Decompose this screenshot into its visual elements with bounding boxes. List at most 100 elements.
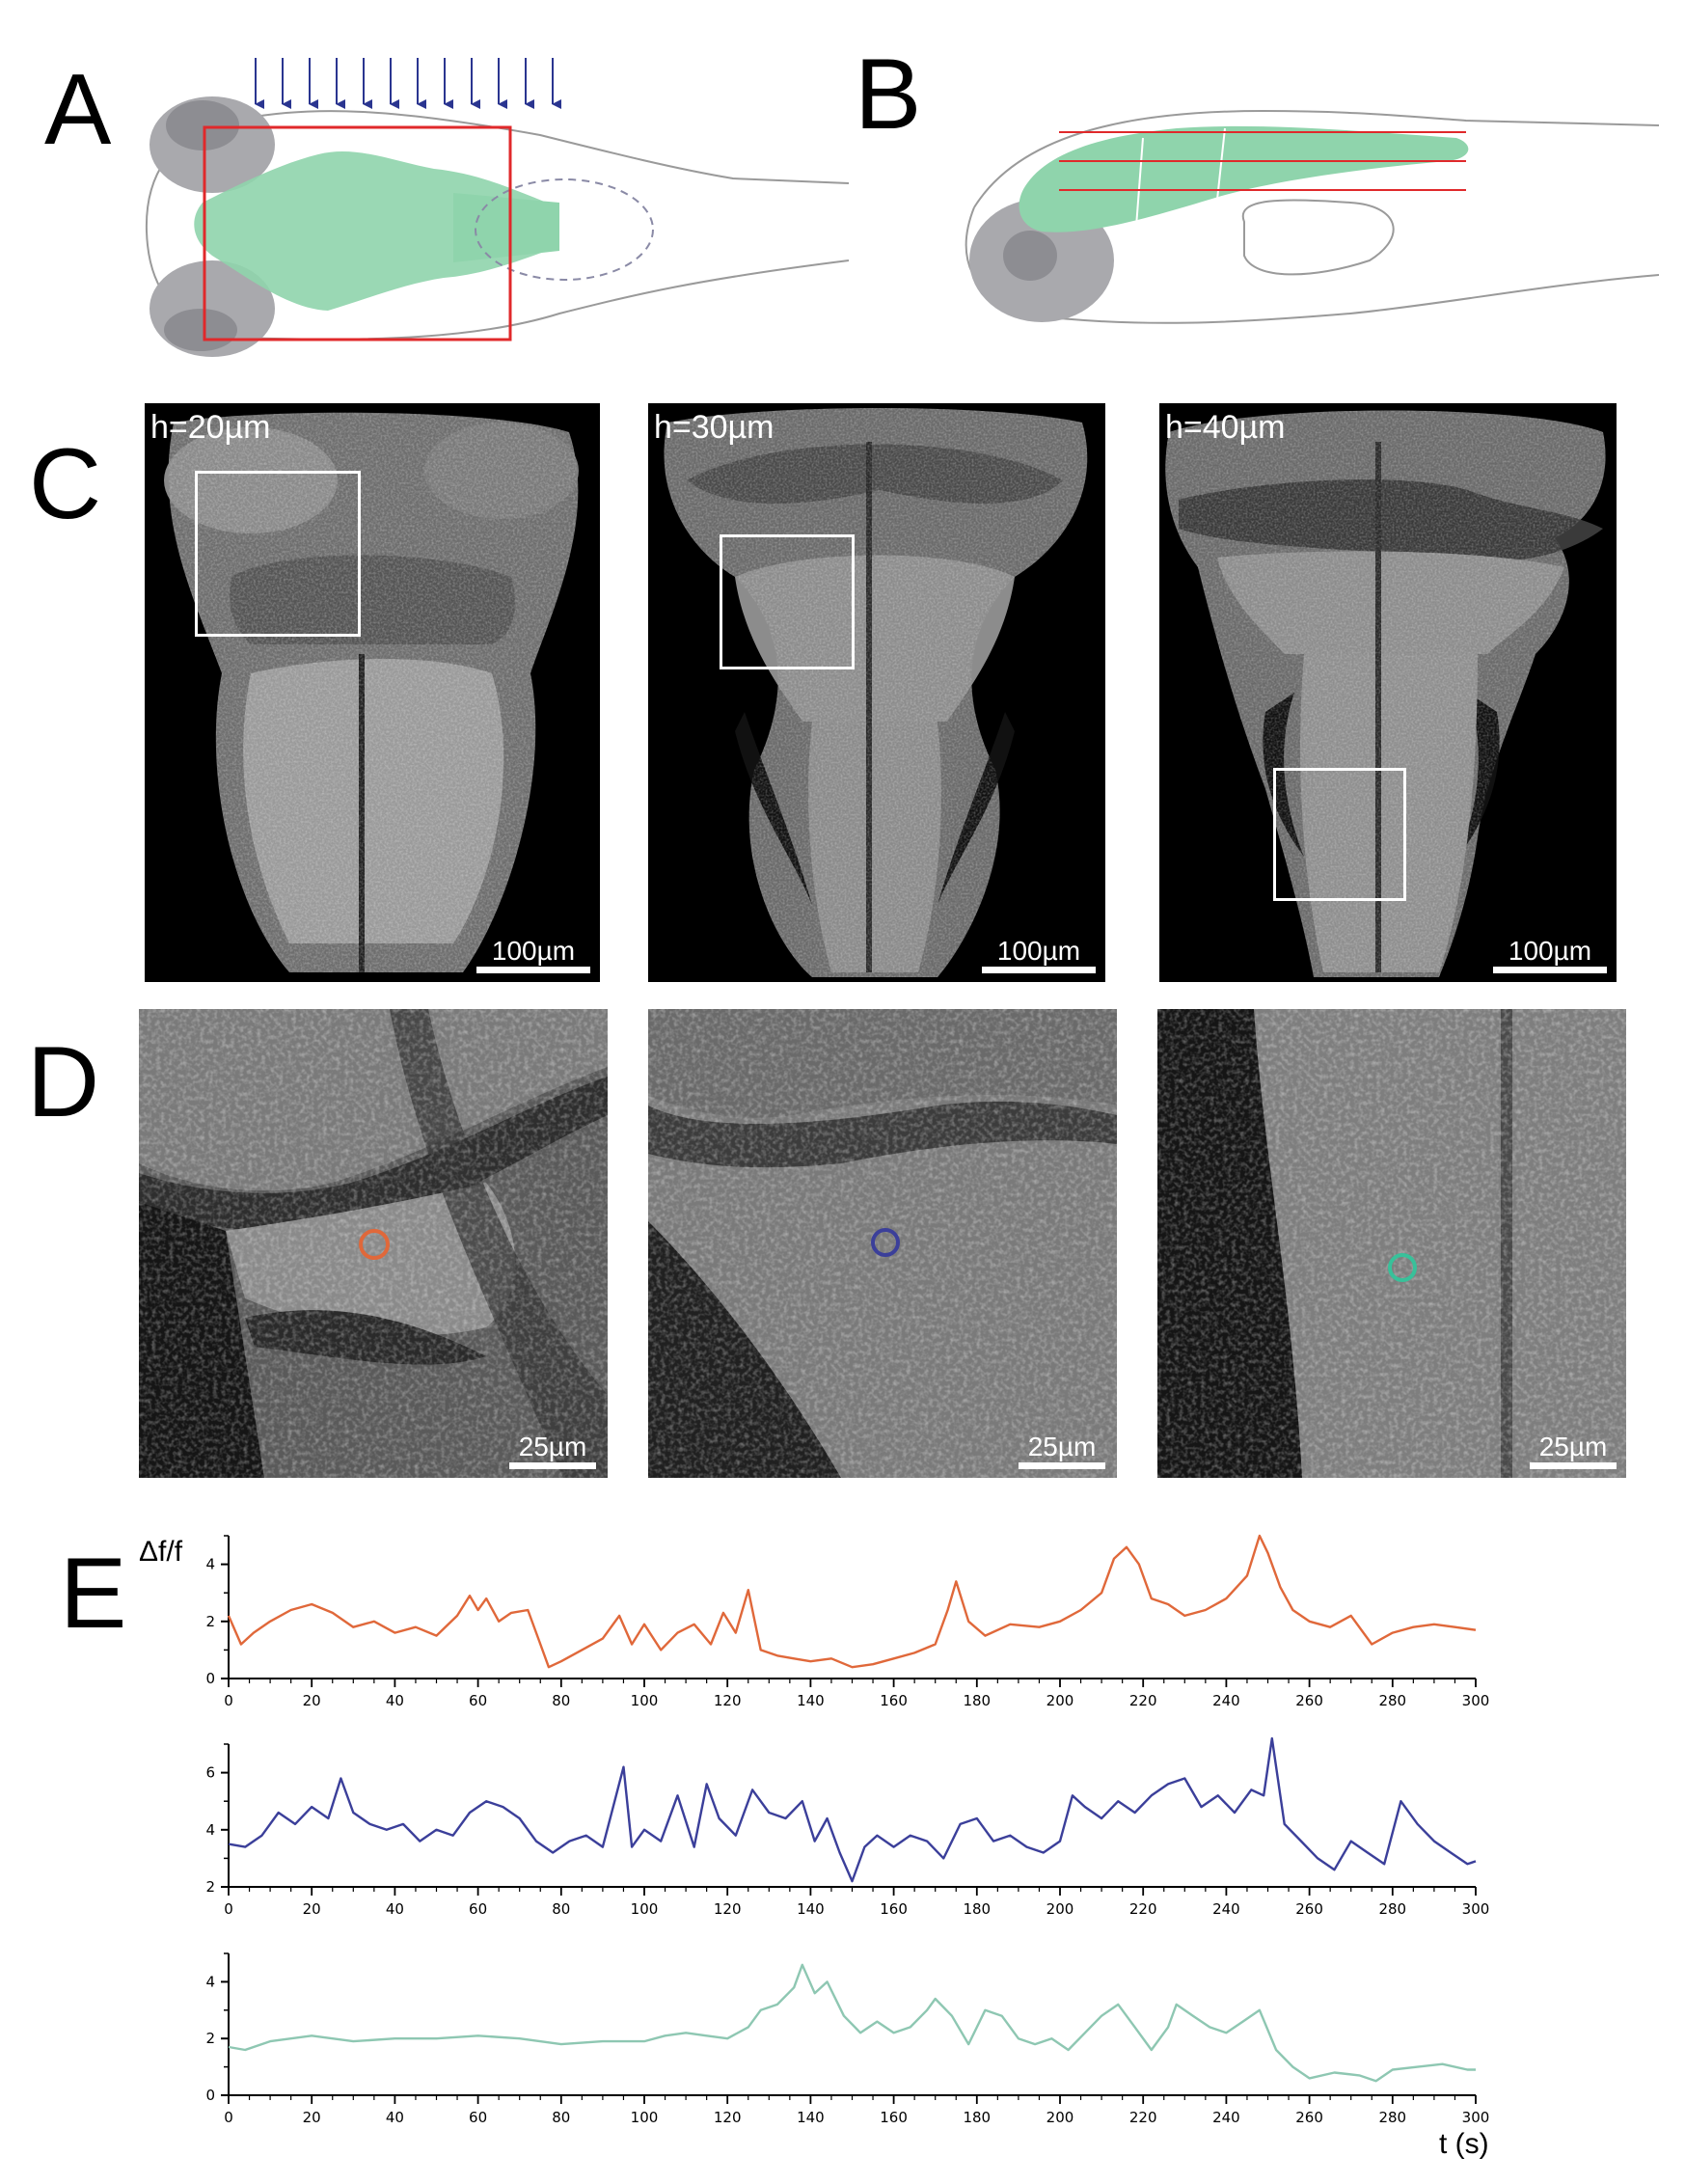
x-tick-label: 220 [1129, 1692, 1157, 1709]
scale-bar-label: 25µm [1538, 1432, 1608, 1461]
roi-marker [1388, 1253, 1417, 1282]
scale-bar-label: 100µm [491, 936, 576, 966]
x-tick-label: 180 [963, 1900, 991, 1918]
x-tick-label: 280 [1378, 1900, 1406, 1918]
x-tick-label: 200 [1046, 1900, 1074, 1918]
slice-image-h20: h=20µm 100µm [145, 403, 600, 982]
panel-label-a: A [44, 54, 112, 166]
x-tick-label: 120 [714, 1692, 742, 1709]
x-tick-label: 100 [631, 2109, 659, 2126]
x-tick-label: 120 [714, 1900, 742, 1918]
x-tick-label: 0 [224, 1900, 233, 1918]
scale-bar: 25µm [1530, 1433, 1617, 1469]
y-tick-label: 0 [205, 2087, 215, 2104]
roi-marker [359, 1229, 390, 1260]
x-tick-label: 240 [1212, 1900, 1240, 1918]
x-tick-label: 100 [631, 1692, 659, 1709]
roi-marker [871, 1228, 900, 1257]
x-tick-label: 60 [469, 1692, 487, 1709]
x-tick-label: 0 [224, 1692, 233, 1709]
scale-bar: 25µm [509, 1433, 596, 1469]
zoom-image-2: 25µm [648, 1009, 1117, 1478]
zoom-image-1: 25µm [139, 1009, 608, 1478]
x-tick-label: 60 [469, 1900, 487, 1918]
height-label: h=30µm [654, 409, 775, 446]
zoom-image-3: 25µm [1157, 1009, 1626, 1478]
scale-bar-label: 25µm [1027, 1432, 1097, 1461]
roi-box [1273, 768, 1406, 901]
x-tick-label: 300 [1462, 1692, 1490, 1709]
x-tick-label: 120 [714, 2109, 742, 2126]
height-label: h=20µm [150, 409, 271, 446]
scale-bar: 25µm [1019, 1433, 1105, 1469]
x-tick-label: 140 [797, 1900, 825, 1918]
x-tick-label: 20 [303, 2109, 321, 2126]
y-tick-label: 4 [205, 1973, 215, 1990]
y-tick-label: 2 [205, 1613, 215, 1630]
y-tick-label: 2 [205, 1878, 215, 1896]
x-tick-label: 20 [303, 1692, 321, 1709]
x-tick-label: 160 [880, 2109, 908, 2126]
scale-bar-label: 25µm [518, 1432, 587, 1461]
panel-label-d: D [27, 1026, 100, 1138]
x-axis-label: t (s) [1439, 2128, 1489, 2160]
x-tick-label: 20 [303, 1900, 321, 1918]
x-tick-label: 200 [1046, 2109, 1074, 2126]
x-tick-label: 180 [963, 2109, 991, 2126]
trace-line-1 [227, 1534, 1477, 1669]
roi-box [720, 534, 855, 669]
x-tick-label: 60 [469, 2109, 487, 2126]
x-tick-label: 0 [224, 2109, 233, 2126]
y-tick-label: 6 [205, 1764, 215, 1782]
roi-box [195, 471, 361, 637]
x-tick-label: 260 [1295, 1692, 1323, 1709]
x-tick-label: 40 [386, 2109, 404, 2126]
x-tick-label: 240 [1212, 2109, 1240, 2126]
scale-bar: 100µm [1493, 938, 1607, 973]
trace-line-2 [228, 1736, 1477, 1883]
x-tick-label: 200 [1046, 1692, 1074, 1709]
panel-label-e: E [60, 1538, 127, 1650]
panel-label-c: C [29, 428, 102, 540]
panel-label-b: B [855, 39, 922, 150]
scale-bar: 100µm [982, 938, 1096, 973]
y-tick-label: 4 [205, 1821, 215, 1839]
scale-bar-label: 100µm [996, 936, 1081, 966]
x-tick-label: 80 [552, 1900, 570, 1918]
y-tick-label: 0 [205, 1670, 215, 1687]
brain-lateral [1019, 125, 1469, 232]
slice-image-h40: h=40µm 100µm [1159, 403, 1617, 982]
x-tick-label: 140 [797, 1692, 825, 1709]
x-tick-label: 40 [386, 1692, 404, 1709]
slice-image-h30: h=30µm 100µm [648, 403, 1105, 982]
x-tick-label: 40 [386, 1900, 404, 1918]
x-tick-label: 180 [963, 1692, 991, 1709]
scale-bar: 100µm [476, 938, 590, 973]
x-tick-label: 80 [552, 1692, 570, 1709]
height-label: h=40µm [1165, 409, 1286, 446]
fish-outline [221, 110, 850, 184]
dorsal-schematic [145, 58, 850, 357]
x-tick-label: 100 [631, 1900, 659, 1918]
fish-lateral-outline [973, 109, 1659, 208]
x-tick-label: 260 [1295, 2109, 1323, 2126]
imaged-region-rect [203, 125, 512, 341]
x-tick-label: 240 [1212, 1692, 1240, 1709]
y-tick-label: 4 [205, 1556, 215, 1573]
x-tick-label: 280 [1378, 2109, 1406, 2126]
x-tick-label: 220 [1129, 2109, 1157, 2126]
trace-line-3 [228, 1963, 1476, 2083]
x-tick-label: 160 [880, 1692, 908, 1709]
x-tick-label: 80 [552, 2109, 570, 2126]
x-tick-label: 140 [797, 2109, 825, 2126]
x-tick-label: 160 [880, 1900, 908, 1918]
dashed-ellipse [475, 178, 654, 281]
brain-shape [194, 151, 560, 311]
scale-bar-label: 100µm [1508, 936, 1592, 966]
y-tick-label: 2 [205, 2030, 215, 2047]
x-tick-label: 280 [1378, 1692, 1406, 1709]
illumination-arrows [255, 58, 561, 109]
